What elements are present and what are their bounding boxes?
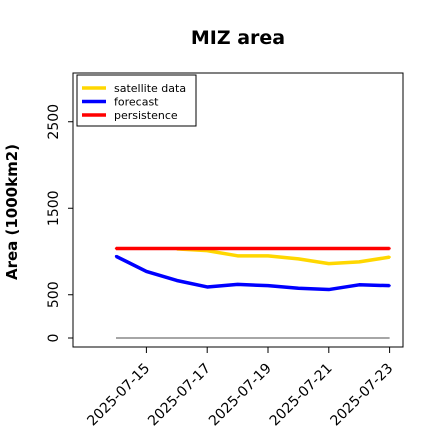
data-point-forecast-2025-07-23 — [388, 284, 391, 287]
data-point-forecast-2025-07-14 — [114, 255, 118, 258]
data-point-satellite-data-2025-07-21 — [327, 262, 330, 265]
x-tick-label-2025-07-19: 2025-07-19 — [206, 361, 275, 430]
data-point-persistence-2025-07-23 — [388, 247, 391, 250]
data-point-forecast-2025-07-20 — [297, 287, 300, 290]
series-line-forecast — [115, 254, 390, 292]
data-point-persistence-2025-07-18 — [236, 247, 239, 250]
y-tick-label-0: 0 — [46, 334, 62, 343]
legend-box — [76, 74, 197, 127]
x-tick-label-2025-07-23: 2025-07-23 — [328, 361, 397, 430]
data-point-forecast-2025-07-21 — [327, 288, 330, 291]
x-tick-label-2025-07-21: 2025-07-21 — [267, 361, 336, 430]
y-tick-label-500: 500 — [46, 281, 62, 308]
data-point-satellite-data-2025-07-19 — [266, 254, 270, 258]
data-point-forecast-2025-07-19 — [266, 284, 270, 287]
data-point-satellite-data-2025-07-20 — [297, 257, 300, 261]
data-point-forecast-2025-07-17 — [206, 285, 209, 289]
series-line-satellite-data — [176, 247, 390, 266]
data-point-persistence-2025-07-14 — [114, 247, 118, 250]
plot-marks: 0500150025002025-07-152025-07-172025-07-… — [46, 104, 396, 429]
plot-area-frame — [72, 72, 404, 348]
legend-label-persistence: persistence — [114, 109, 178, 122]
chart-title: MIZ area — [191, 27, 285, 49]
data-point-persistence-2025-07-17 — [206, 247, 209, 250]
x-tick-label-2025-07-15: 2025-07-15 — [84, 361, 153, 430]
data-point-persistence-2025-07-21 — [327, 247, 330, 250]
data-point-satellite-data-2025-07-18 — [236, 254, 239, 258]
data-point-forecast-2025-07-22 — [358, 283, 361, 287]
data-point-satellite-data-2025-07-22 — [358, 260, 361, 264]
data-point-satellite-data-2025-07-23 — [388, 255, 391, 259]
y-tick-label-2500: 2500 — [46, 104, 62, 140]
y-tick-label-1500: 1500 — [46, 190, 62, 226]
data-point-persistence-2025-07-22 — [358, 247, 361, 250]
data-point-persistence-2025-07-19 — [266, 247, 270, 250]
data-point-persistence-2025-07-16 — [175, 247, 178, 250]
legend-label-satellite-data: satellite data — [114, 82, 186, 95]
data-point-persistence-2025-07-15 — [145, 247, 148, 250]
x-tick-label-2025-07-17: 2025-07-17 — [145, 361, 214, 430]
data-point-forecast-2025-07-16 — [175, 279, 178, 282]
data-point-forecast-2025-07-15 — [145, 270, 148, 273]
data-point-forecast-2025-07-18 — [236, 283, 239, 286]
legend-label-forecast: forecast — [114, 96, 159, 109]
y-axis-label: Area (1000km2) — [3, 144, 21, 280]
data-point-persistence-2025-07-20 — [297, 247, 300, 250]
